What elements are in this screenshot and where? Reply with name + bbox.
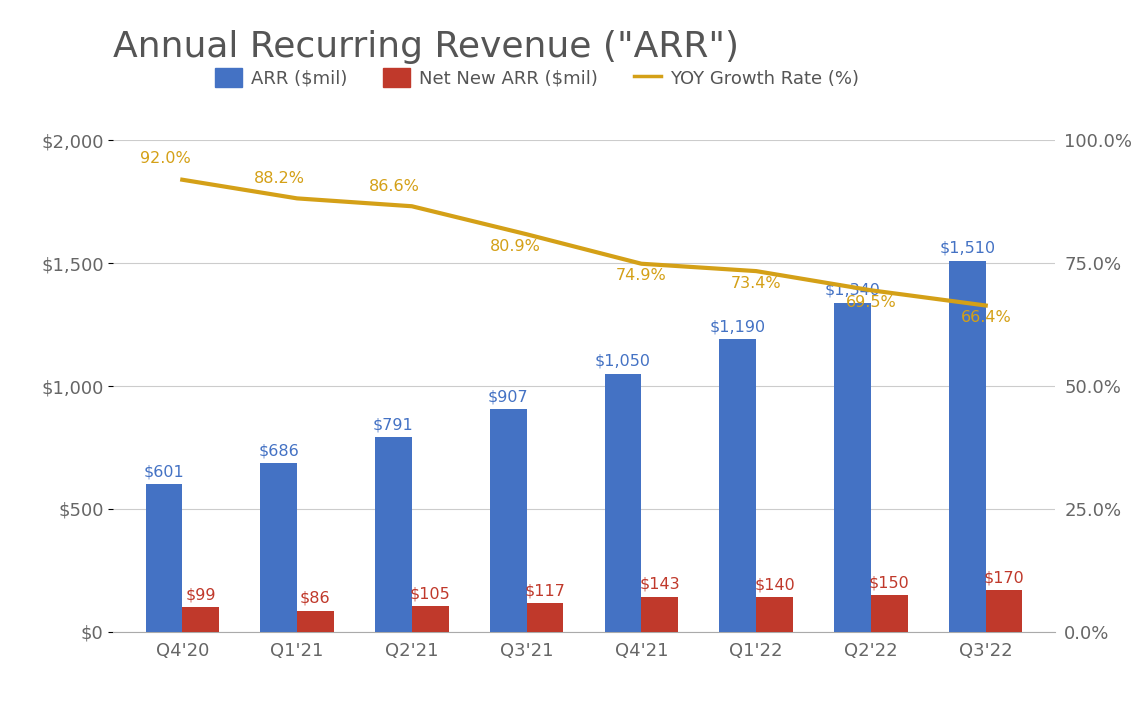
Bar bbox=[871, 595, 907, 632]
Text: 92.0%: 92.0% bbox=[139, 151, 191, 166]
Text: $99: $99 bbox=[185, 588, 215, 602]
Bar bbox=[835, 303, 871, 632]
Text: $86: $86 bbox=[301, 591, 331, 606]
Text: $907: $907 bbox=[488, 389, 528, 404]
Legend: ARR ($mil), Net New ARR ($mil), YOY Growth Rate (%): ARR ($mil), Net New ARR ($mil), YOY Grow… bbox=[208, 61, 866, 95]
Text: 73.4%: 73.4% bbox=[731, 276, 781, 291]
Text: 69.5%: 69.5% bbox=[846, 295, 896, 310]
Bar bbox=[490, 409, 526, 632]
Text: $791: $791 bbox=[373, 418, 414, 432]
Text: $150: $150 bbox=[869, 575, 909, 590]
Bar bbox=[145, 484, 183, 632]
Bar bbox=[526, 603, 564, 632]
Bar bbox=[297, 611, 333, 632]
Bar bbox=[604, 373, 642, 632]
Text: $105: $105 bbox=[409, 586, 450, 601]
Text: $1,190: $1,190 bbox=[710, 319, 765, 334]
Bar bbox=[949, 260, 985, 632]
Bar bbox=[261, 463, 297, 632]
Text: 74.9%: 74.9% bbox=[616, 268, 667, 284]
Text: $170: $170 bbox=[983, 570, 1024, 585]
Bar bbox=[412, 606, 449, 632]
Text: 88.2%: 88.2% bbox=[254, 171, 305, 186]
Text: $140: $140 bbox=[754, 578, 795, 592]
Text: $1,050: $1,050 bbox=[595, 354, 651, 369]
Text: $601: $601 bbox=[144, 464, 185, 479]
Bar bbox=[642, 597, 678, 632]
Text: $686: $686 bbox=[259, 444, 299, 458]
Bar bbox=[183, 607, 219, 632]
Text: 80.9%: 80.9% bbox=[490, 239, 541, 254]
Text: $1,510: $1,510 bbox=[939, 241, 996, 256]
Text: Annual Recurring Revenue ("ARR"): Annual Recurring Revenue ("ARR") bbox=[113, 30, 739, 64]
Bar bbox=[985, 590, 1023, 632]
Text: $117: $117 bbox=[525, 583, 566, 598]
Bar bbox=[756, 597, 793, 632]
Text: 66.4%: 66.4% bbox=[960, 310, 1012, 325]
Text: $143: $143 bbox=[640, 577, 680, 592]
Text: 86.6%: 86.6% bbox=[370, 179, 420, 194]
Text: $1,340: $1,340 bbox=[824, 283, 880, 298]
Bar bbox=[375, 437, 412, 632]
Bar bbox=[719, 339, 756, 632]
